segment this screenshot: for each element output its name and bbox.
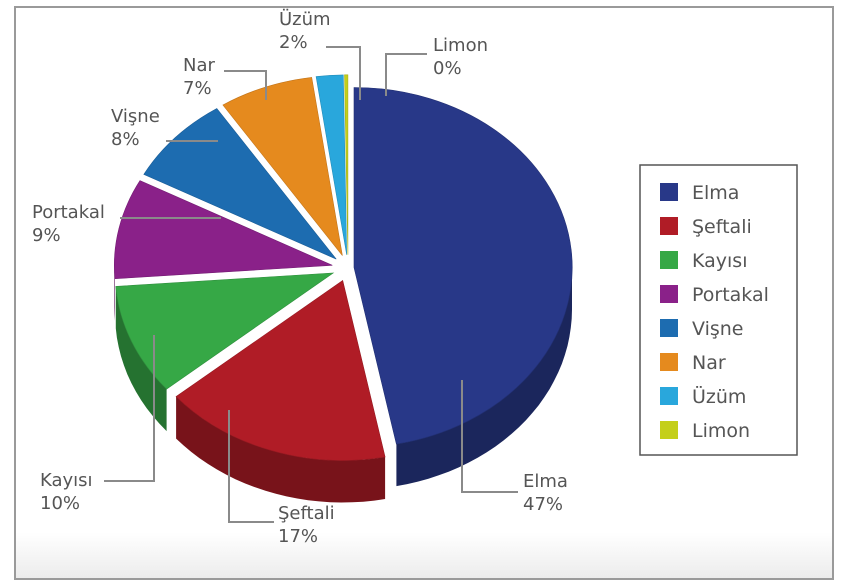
legend-swatch-seftali xyxy=(660,217,678,235)
legend-swatch-nar xyxy=(660,353,678,371)
legend-label-visne: Vişne xyxy=(692,318,744,340)
slice-label-visne: Vişne xyxy=(111,106,160,127)
legend-swatch-uzum xyxy=(660,387,678,405)
pie-slice-kayisi xyxy=(115,272,335,390)
leader-lines xyxy=(104,46,518,523)
leader-line-kayisi xyxy=(104,335,155,482)
legend-label-kayisi: Kayısı xyxy=(692,250,747,272)
legend-swatch-limon xyxy=(660,421,678,439)
slice-label-nar: Nar xyxy=(183,55,215,76)
legend-swatch-visne xyxy=(660,319,678,337)
pie-slice-visne xyxy=(143,108,337,260)
legend: Elma Şeftali Kayısı Portakal Vişne Nar Üzüm Lim… xyxy=(639,164,798,456)
slice-label-portakal: Portakal xyxy=(32,202,105,223)
slice-label-limon: Limon xyxy=(433,35,488,56)
pie-slice-portakal xyxy=(114,180,333,280)
pie-slice-uzum xyxy=(315,74,347,255)
leader-line-seftali xyxy=(228,410,274,523)
legend-label-portakal: Portakal xyxy=(692,284,769,306)
pie-side-seftali xyxy=(176,396,386,503)
legend-box xyxy=(639,164,798,456)
slice-value-limon: 0% xyxy=(433,58,462,79)
slice-value-visne: 8% xyxy=(111,129,140,150)
slice-value-elma: 47% xyxy=(523,494,563,515)
pie-slice-elma xyxy=(353,87,573,445)
slice-label-elma: Elma xyxy=(523,471,568,492)
pie-slice-limon xyxy=(344,74,349,255)
leader-line-uzum xyxy=(326,46,361,100)
slice-value-kayisi: 10% xyxy=(40,493,80,514)
legend-label-elma: Elma xyxy=(692,182,739,204)
slice-value-nar: 7% xyxy=(183,78,212,99)
pie-slices xyxy=(114,74,573,461)
slice-value-seftali: 17% xyxy=(278,526,318,547)
slice-value-portakal: 9% xyxy=(32,225,61,246)
legend-label-nar: Nar xyxy=(692,352,726,374)
pie-side-elma xyxy=(396,267,572,487)
legend-label-uzum: Üzüm xyxy=(692,385,746,408)
pie-side-portakal xyxy=(114,265,115,321)
slice-label-kayisi: Kayısı xyxy=(40,470,93,491)
leader-line-nar xyxy=(224,70,267,100)
legend-swatch-kayisi xyxy=(660,251,678,269)
slice-value-uzum: 2% xyxy=(279,32,308,53)
leader-line-elma xyxy=(461,380,518,493)
leader-line-limon xyxy=(385,53,427,96)
slice-label-uzum: Üzüm xyxy=(279,8,331,30)
legend-swatch-portakal xyxy=(660,285,678,303)
legend-label-seftali: Şeftali xyxy=(692,216,752,238)
legend-swatch-elma xyxy=(660,183,678,201)
legend-label-limon: Limon xyxy=(692,420,750,442)
slice-label-seftali: Şeftali xyxy=(278,503,335,524)
